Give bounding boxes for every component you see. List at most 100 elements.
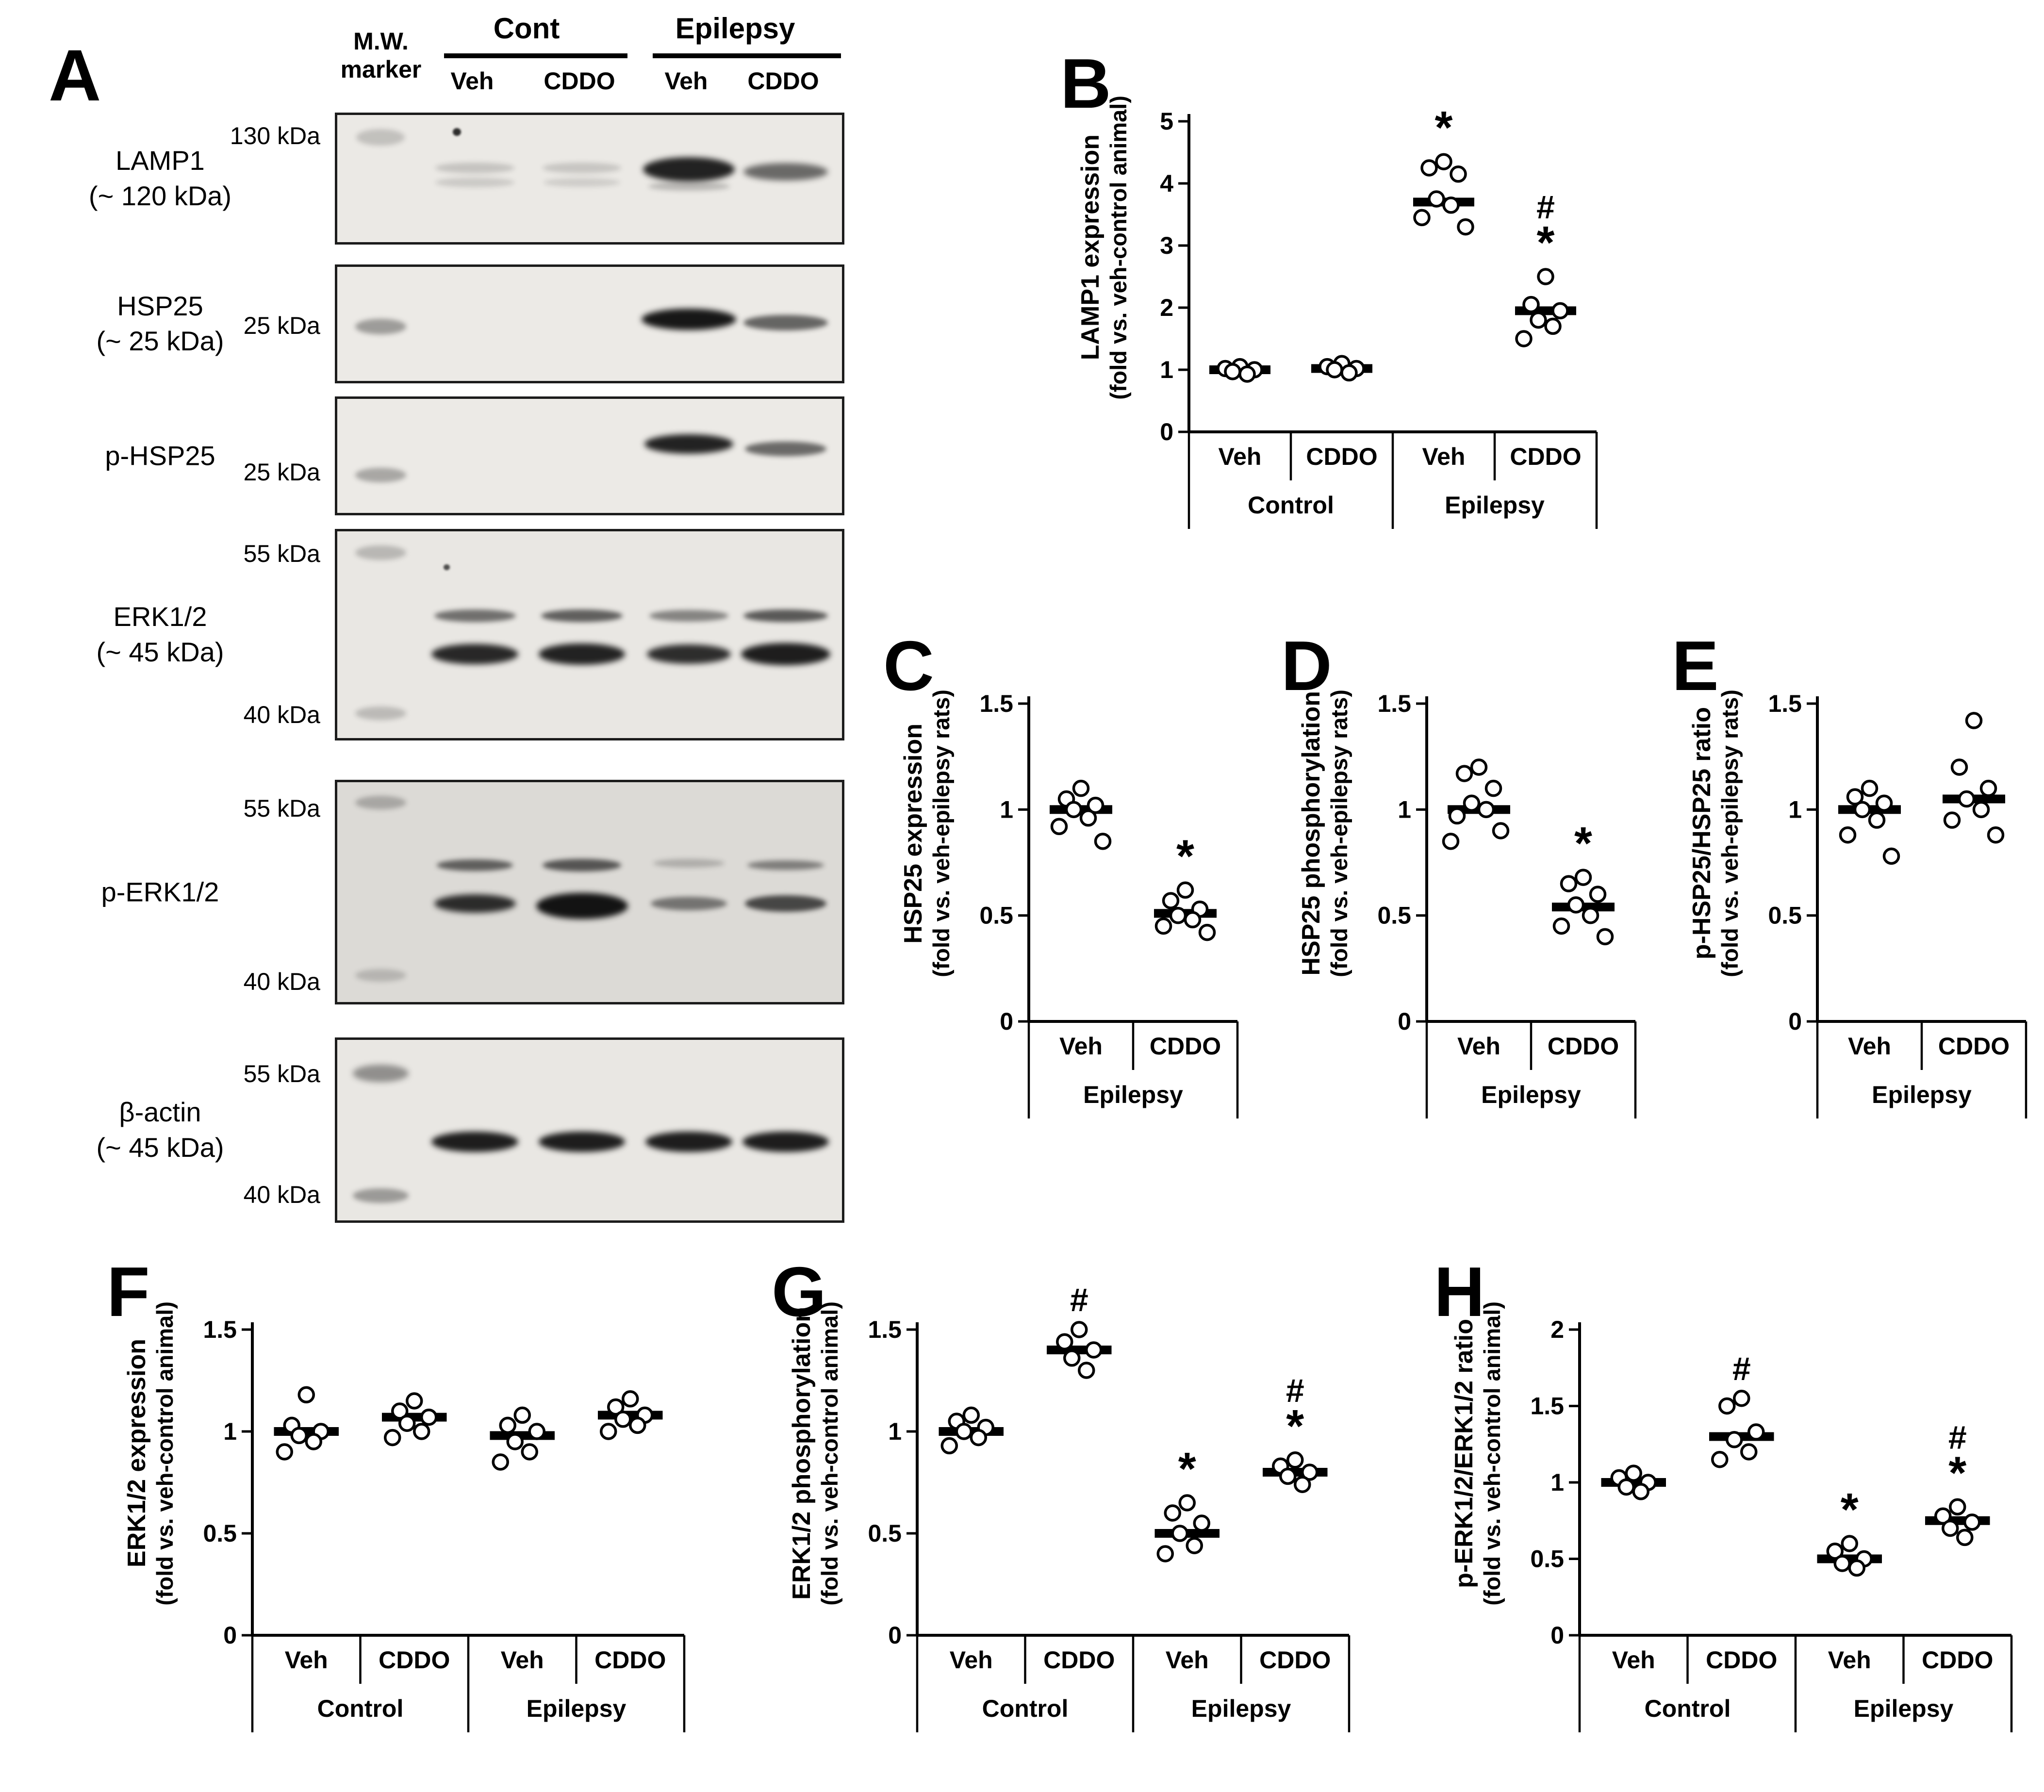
data-point: [384, 1429, 401, 1447]
blot-artifact-spot: [444, 564, 450, 571]
data-point: [521, 1443, 538, 1461]
group-span-label: Control: [1248, 492, 1334, 519]
blot-protein-label: p-ERK1/2: [15, 874, 306, 910]
mw-size-label: 55 kDa: [243, 540, 320, 568]
chart-panel-B: B LAMP1 expression (fold vs. veh-control a…: [1060, 49, 1609, 536]
data-point: [1198, 923, 1216, 941]
panel-letter-C: C: [883, 626, 934, 705]
data-point: [1428, 190, 1445, 208]
y-axis-subtitle: (fold vs. veh-epilepsy rats): [1326, 690, 1352, 977]
blot-band: [538, 643, 626, 665]
y-axis-title: p-HSP25/HSP25 ratio: [1688, 707, 1716, 960]
significance-marker: *: [1948, 1447, 1966, 1498]
y-tick-label: 1: [1788, 796, 1802, 823]
blot-band: [743, 315, 828, 331]
data-point: [1087, 796, 1104, 814]
data-point: [1413, 209, 1431, 227]
data-point: [1740, 1443, 1758, 1461]
y-tick-label: 0.5: [203, 1520, 237, 1547]
chart-panel-F: F ERK1/2 expression (fold vs. veh-control …: [107, 1257, 696, 1740]
data-point: [1617, 1478, 1635, 1496]
treatment-label: CDDO: [1938, 1033, 2010, 1060]
mw-size-label: 40 kDa: [243, 968, 320, 995]
data-point: [398, 1414, 416, 1432]
group-span-label: Epilepsy: [1481, 1081, 1581, 1108]
blot-band: [355, 318, 406, 334]
data-point: [1826, 1543, 1844, 1560]
mw-size-label: 55 kDa: [243, 795, 320, 822]
treatment-label: Veh: [1059, 1033, 1103, 1060]
data-point: [1448, 807, 1466, 825]
treatment-label: CDDO: [1150, 1033, 1221, 1060]
data-point: [629, 1416, 646, 1434]
blot-band: [355, 969, 406, 982]
blot-band: [355, 545, 406, 560]
data-point: [1958, 790, 1976, 808]
mw-size-label: 40 kDa: [243, 1181, 320, 1208]
y-tick-label: 1.5: [203, 1316, 237, 1343]
epilepsy-underline: [653, 53, 841, 58]
data-point: [1711, 1451, 1729, 1468]
data-point: [1515, 330, 1533, 347]
chart-panel-C: C HSP25 expression (fold vs. veh-epilepsy …: [883, 631, 1250, 1126]
chart-body-F: ERK1/2 expression (fold vs. veh-control a…: [109, 1271, 696, 1740]
data-point: [406, 1392, 423, 1410]
data-point: [499, 1416, 516, 1434]
data-point: [1184, 911, 1202, 929]
data-point: [1065, 801, 1083, 819]
blot-band: [542, 162, 622, 173]
control-underline: [444, 53, 627, 58]
data-point: [1574, 869, 1592, 886]
significance-marker: *: [1574, 818, 1592, 869]
treatment-label: CDDO: [1706, 1646, 1777, 1674]
data-point: [1567, 896, 1585, 914]
y-axis-title: ERK1/2 phosphorylation: [788, 1307, 816, 1600]
y-tick-label: 1: [1160, 356, 1173, 383]
protein-size: (~ 45 kDa): [96, 1132, 224, 1163]
data-point: [1963, 1513, 1981, 1531]
data-point: [1450, 165, 1467, 183]
data-point: [1164, 1504, 1181, 1522]
treatment-label: Veh: [1848, 1033, 1891, 1060]
data-point: [1934, 1507, 1952, 1525]
blot-band: [745, 895, 826, 912]
protein-name: HSP25: [117, 290, 203, 321]
data-point: [1186, 1537, 1203, 1554]
protein-size: (~ 45 kDa): [96, 637, 224, 667]
data-point: [1718, 1397, 1736, 1415]
protein-name: ERK1/2: [113, 601, 207, 632]
panel-letter-G: G: [772, 1252, 826, 1331]
mw-marker-header-line1: M.W.: [353, 28, 409, 55]
data-point: [622, 1390, 639, 1408]
data-point: [1747, 1423, 1765, 1441]
blot-band: [538, 1132, 626, 1152]
data-point: [1882, 847, 1900, 865]
blot-band: [542, 859, 622, 872]
data-point: [391, 1402, 409, 1420]
mw-size-label: 130 kDa: [230, 122, 320, 149]
y-tick-label: 1.5: [868, 1316, 902, 1343]
blot-band: [355, 467, 406, 482]
significance-marker: #: [1536, 189, 1555, 226]
panel-letter-E: E: [1672, 626, 1719, 705]
y-axis-title: HSP25 phosphorylation: [1297, 691, 1326, 976]
blot-band: [434, 894, 516, 913]
data-point: [1442, 197, 1460, 214]
data-point: [1492, 822, 1510, 839]
treatment-label: Veh: [1457, 1033, 1500, 1060]
y-tick-label: 0: [1160, 418, 1173, 445]
plot-C: 0 0.5 1 1.5 * Veh CDDO Epilepsy: [979, 690, 1239, 1118]
data-point: [1625, 1464, 1642, 1482]
panel-letter-A: A: [49, 34, 101, 116]
significance-marker: *: [1841, 1484, 1859, 1535]
data-point: [970, 1429, 987, 1447]
data-point: [1979, 779, 1997, 797]
blot-band: [743, 163, 828, 181]
group-span-label: Epilepsy: [1083, 1081, 1183, 1108]
treatment-label: CDDO: [1548, 1033, 1619, 1060]
data-point: [1726, 1431, 1743, 1448]
panel-letter-F: F: [107, 1252, 150, 1331]
blot-band: [743, 609, 828, 623]
blot-band: [434, 609, 516, 623]
